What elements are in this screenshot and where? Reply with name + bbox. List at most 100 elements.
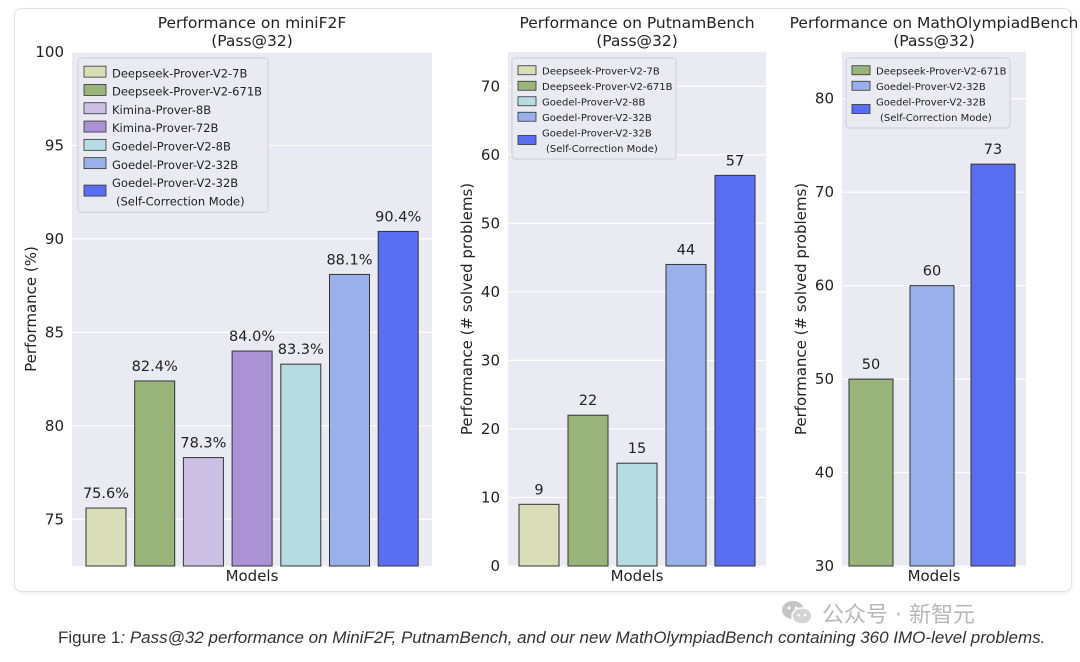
data-label: 83.3% [278,342,324,358]
data-label: 88.1% [326,252,372,268]
legend-swatch [517,65,537,76]
data-label: 57 [726,153,744,169]
legend-swatch [517,111,537,122]
bar [848,378,894,567]
chart-subtitle: (Pass@32) [211,32,293,50]
wechat-icon [782,601,813,625]
x-axis-label: Models [908,567,961,585]
legend-swatch [517,80,537,91]
y-tick-label: 80 [45,417,64,435]
legend-swatch [517,135,537,145]
legend-label: Goedel-Prover-V2-32B (Self-Correction Mod… [542,129,658,156]
bar [134,380,176,567]
legend-entry: Goedel-Prover-V2-32B (Self-Correction Mod… [851,98,992,124]
y-tick-label: 75 [45,510,64,528]
legend-swatch [851,80,871,91]
legend-entry: Deepseek-Prover-V2-671B [851,65,1007,78]
watermark: 公众号 · 新智元 [780,596,975,630]
legend-swatch [83,138,107,151]
bar [616,462,658,567]
legend-swatch [83,120,107,133]
bar [85,507,127,567]
legend-label: Deepseek-Prover-V2-671B [542,82,673,93]
bar [329,273,370,567]
y-tick-label: 20 [481,420,500,438]
legend-entry: Kimina-Prover-72B [83,120,219,135]
chart-subtitle: (Pass@32) [596,32,678,50]
legend-swatch [851,104,871,114]
data-label: 78.3% [180,436,226,452]
y-tick-label: 70 [481,77,500,95]
chart-title: Performance on MathOlympiadBench [790,14,1079,32]
bar [231,350,273,567]
y-tick-label: 10 [481,488,500,506]
data-label: 82.4% [132,359,178,375]
legend-label: Deepseek-Prover-V2-7B [542,67,660,78]
legend-entry: Deepseek-Prover-V2-7B [517,65,660,78]
data-label: 90.4% [375,209,421,225]
y-tick-label: 30 [481,351,500,369]
y-tick-label: 40 [815,464,834,482]
y-tick-label: 70 [815,183,834,201]
bar [377,230,419,567]
bar [280,363,322,567]
legend-label: Kimina-Prover-8B [112,103,211,117]
chart-panel-3: 30 40 50 60 70 80 Performance on MathOlympiadB… [790,14,1079,585]
chart-title: Performance on PutnamBench [519,14,754,32]
legend-entry: Goedel-Prover-V2-32B (Self-Correction Mod… [83,176,245,208]
data-label: 73 [984,142,1002,158]
data-label: 50 [862,357,880,373]
y-tick-label: 30 [815,557,834,575]
data-label: 22 [579,393,597,409]
legend-swatch [851,65,871,76]
y-tick-label: 0 [490,557,500,575]
legend-entry: Deepseek-Prover-V2-671B [517,80,673,93]
legend-swatch [83,84,107,96]
y-axis-label: Performance (# solved problems) [792,183,810,435]
legend-entry: Goedel-Prover-V2-32B (Self-Correction Mod… [517,129,658,156]
chart-title: Performance on miniF2F [158,14,347,32]
legend: Deepseek-Prover-V2-7B Deepseek-Prover-V2-… [511,57,677,160]
legend-label: Goedel-Prover-V2-32B (Self-Correction Mod… [112,176,245,208]
data-label: 9 [534,482,543,498]
legend-entry: Goedel-Prover-V2-32B [851,80,986,93]
chart-panel-1: 75 80 85 90 95 100 Performance on miniF2F(Pass… [22,14,432,585]
legend-label: Deepseek-Prover-V2-671B [876,67,1007,78]
y-tick-label: 90 [45,230,64,248]
bar [909,285,955,567]
x-axis-label: Models [611,567,664,585]
legend-label: Goedel-Prover-V2-32B [112,158,238,172]
bar [567,414,609,567]
legend-box [77,57,269,213]
y-tick-label: 40 [481,283,500,301]
legend-label: Goedel-Prover-V2-8B [112,140,231,154]
data-label: 44 [677,242,695,258]
x-axis-label: Models [226,567,279,585]
legend-label: Kimina-Prover-72B [112,121,219,135]
legend-swatch [83,184,107,197]
legend-entry: Goedel-Prover-V2-8B [517,96,646,109]
legend-swatch [83,65,107,78]
legend-swatch [517,96,537,107]
legend-entry: Deepseek-Prover-V2-671B [83,84,262,99]
y-axis-label: Performance (# solved problems) [458,183,476,435]
watermark-text: 公众号 · 新智元 [822,603,975,628]
y-axis-label: Performance (%) [22,246,40,372]
legend-label: Goedel-Prover-V2-32B [542,113,652,124]
legend-entry: Deepseek-Prover-V2-7B [83,65,247,80]
y-tick-label: 50 [815,370,834,388]
y-tick-label: 50 [481,214,500,232]
chart-panel-2: 0 10 20 30 40 50 60 70 Performance on PutnamBenc… [458,14,766,585]
data-label: 15 [628,441,646,457]
y-tick-label: 100 [35,43,64,61]
y-tick-label: 60 [481,146,500,164]
legend-label: Deepseek-Prover-V2-671B [112,85,262,99]
bar [970,163,1016,567]
legend-label: Deepseek-Prover-V2-7B [112,66,247,80]
bar [714,174,756,567]
legend-entry: Goedel-Prover-V2-8B [83,138,231,154]
caption-label: Figure 1 [58,628,121,647]
figure-caption: Figure 1: Pass@32 performance on MiniF2F… [58,628,1068,648]
legend: Deepseek-Prover-V2-7B Deepseek-Prover-V2-… [77,57,269,213]
